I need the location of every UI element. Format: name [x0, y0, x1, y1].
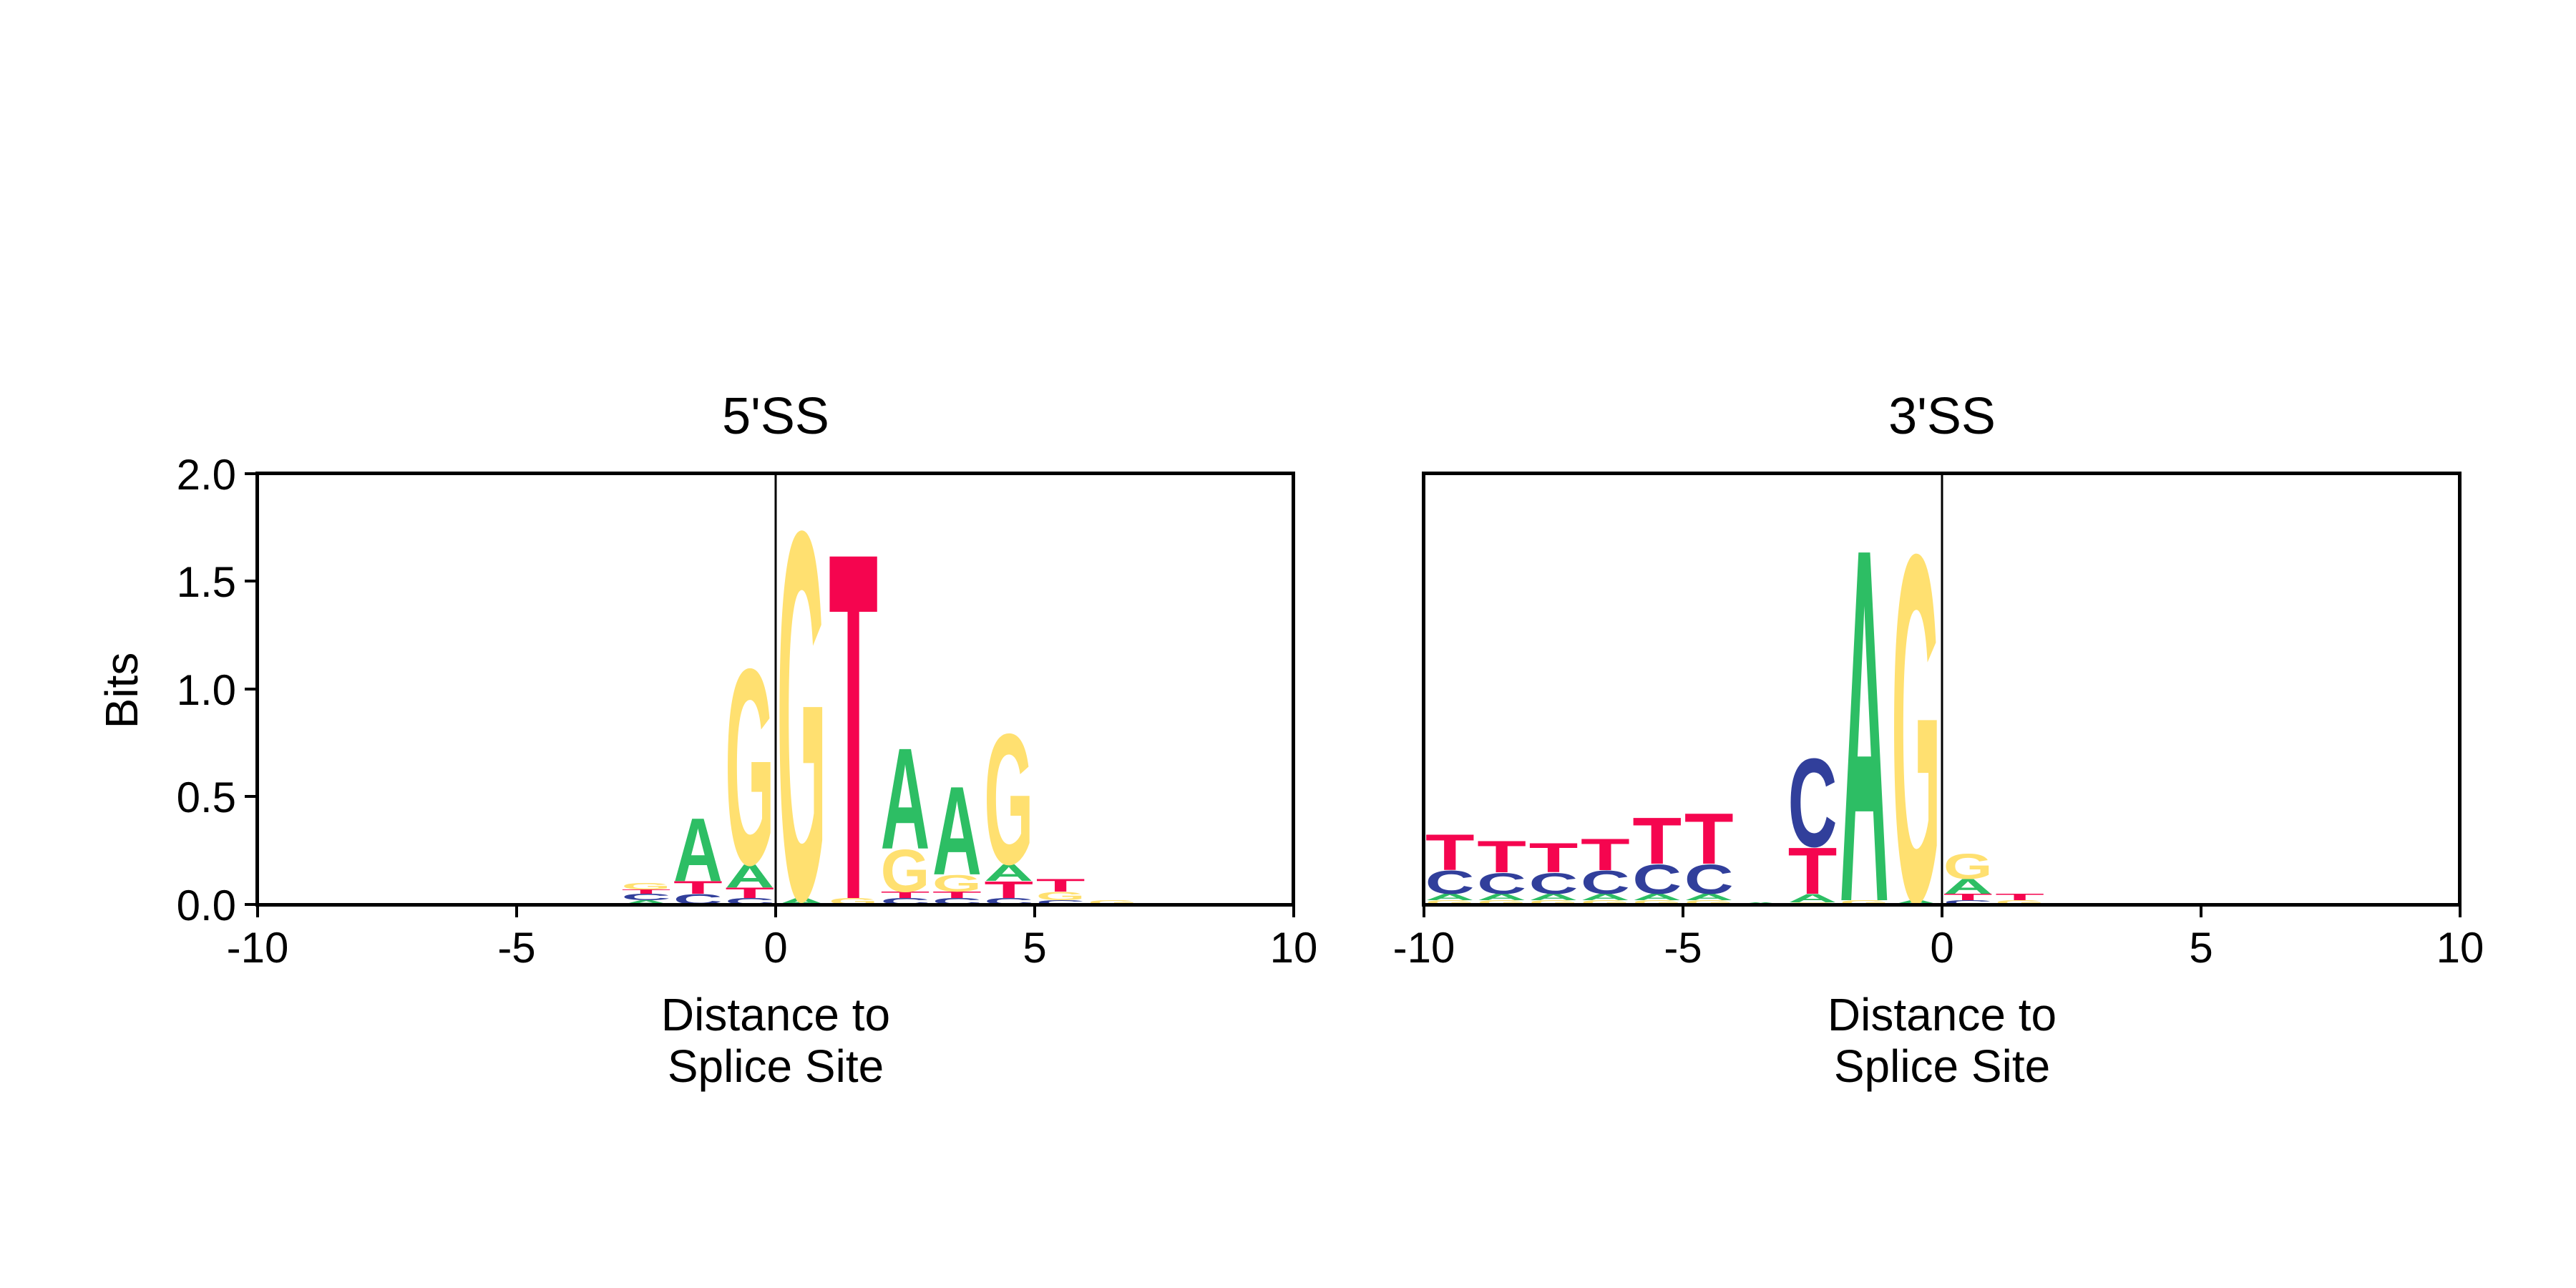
logo-letter-G: G — [1036, 889, 1085, 903]
logo-letter-C: C — [1943, 899, 1993, 906]
logo-letter-T: T — [1632, 804, 1682, 877]
logo-letter-G: G — [932, 870, 982, 897]
logo-letter-G: G — [1088, 899, 1137, 906]
logo-letter-A: A — [622, 899, 671, 906]
logo-letter-G: G — [1891, 450, 1941, 1005]
logo-letter-G: G — [1684, 899, 1734, 906]
y-axis-label: Bits — [96, 653, 147, 729]
logo-letter-C: C — [1477, 867, 1526, 900]
logo-letter-A: A — [1632, 892, 1682, 902]
x-tick-label: 10 — [1270, 924, 1318, 972]
x-tick-label: -10 — [1393, 924, 1455, 972]
logo-letter-A: A — [1684, 892, 1734, 902]
y-tick-label: 0.0 — [177, 882, 236, 930]
logo-letter-G: G — [1995, 899, 2044, 906]
panel-title: 3'SS — [1888, 388, 1996, 445]
logo-letter-T: T — [725, 884, 774, 901]
y-axis — [245, 472, 258, 906]
logo-letter-A: A — [1891, 899, 1941, 906]
logo-letter-C: C — [1632, 855, 1682, 902]
x-tick-label: -5 — [1664, 924, 1702, 972]
x-axis — [256, 904, 1295, 917]
logo-letter-T: T — [1036, 875, 1085, 895]
logo-letter-C: C — [1425, 864, 1475, 901]
logo-letter-G: G — [777, 423, 826, 1010]
x-tick-label: 5 — [2189, 924, 2212, 972]
x-tick-label: -5 — [497, 924, 535, 972]
logo-letter-A: A — [1581, 892, 1630, 902]
logo-letter-T: T — [932, 889, 982, 899]
logo-letter-G: G — [881, 838, 930, 905]
logo-letter-A: A — [932, 761, 982, 902]
logo-letter-A: A — [725, 857, 774, 894]
logo-letter-A: A — [673, 799, 723, 900]
logo-letter-A: A — [1840, 443, 1889, 1008]
y-tick-label: 1.5 — [177, 558, 236, 606]
logo-letter-T: T — [881, 889, 930, 899]
logo-letter-G: G — [1425, 899, 1475, 906]
logo-letter-T: T — [622, 888, 671, 894]
logo-letter-A: A — [1943, 874, 1993, 898]
logo-letter-C: C — [1684, 855, 1734, 902]
logo-letter-C: C — [1581, 864, 1630, 901]
logo-letter-C: C — [1529, 867, 1579, 900]
logo-letter-G: G — [1477, 899, 1526, 906]
logo-letter-G: G — [1632, 899, 1682, 906]
y-tick-label: 1.0 — [177, 666, 236, 714]
logo-letter-T: T — [1477, 831, 1526, 882]
logo-letter-T: T — [673, 877, 723, 897]
logo-letter-G: G — [622, 882, 671, 892]
logo-letter-T: T — [1581, 829, 1630, 879]
logo-letter-T: T — [1425, 824, 1475, 881]
logo-letter-T: T — [829, 449, 878, 1004]
logo-letter-G: G — [984, 696, 1033, 904]
panel-title: 5'SS — [722, 388, 829, 445]
logo-letter-A: A — [984, 859, 1033, 887]
logo-letter-G: G — [1581, 899, 1630, 906]
logo-letter-C: C — [1788, 733, 1838, 874]
logo-letter-G: G — [1529, 899, 1579, 906]
x-tick-label: 10 — [2436, 924, 2484, 972]
logo-letter-T: T — [1995, 892, 2044, 902]
x-tick-label: 5 — [1023, 924, 1046, 972]
logo-letter-T: T — [1684, 798, 1734, 879]
logo-letter-G: G — [725, 611, 774, 924]
logo-letter-A: A — [881, 718, 930, 879]
logo-letter-A: A — [1788, 892, 1838, 905]
x-axis-label-line2: Splice Site — [1834, 1040, 2050, 1092]
logo-letter-A: A — [1477, 892, 1526, 902]
logo-letter-T: T — [1788, 834, 1838, 907]
x-tick-label: -10 — [227, 924, 289, 972]
logo-letter-T: T — [984, 877, 1033, 904]
logo-letter-G: G — [1943, 847, 1993, 887]
y-tick-label: 2.0 — [177, 451, 236, 499]
y-tick-label: 0.5 — [177, 774, 236, 821]
logo-letter-A: A — [1425, 892, 1475, 902]
logo-letter-G: G — [1840, 899, 1889, 906]
logo-letter-T: T — [1943, 892, 1993, 902]
x-tick-label: 0 — [1930, 924, 1953, 972]
x-tick-label: 0 — [763, 924, 787, 972]
x-axis — [1423, 904, 2462, 917]
logo-letter-C: C — [622, 892, 671, 902]
logo-letter-A: A — [1529, 892, 1579, 902]
x-axis-label-line1: Distance to — [1828, 989, 2057, 1040]
x-axis-label-line1: Distance to — [661, 989, 890, 1040]
x-axis-label-line2: Splice Site — [668, 1040, 884, 1092]
logo-letter-C: C — [1036, 899, 1085, 906]
logo-letter-T: T — [1529, 834, 1579, 882]
